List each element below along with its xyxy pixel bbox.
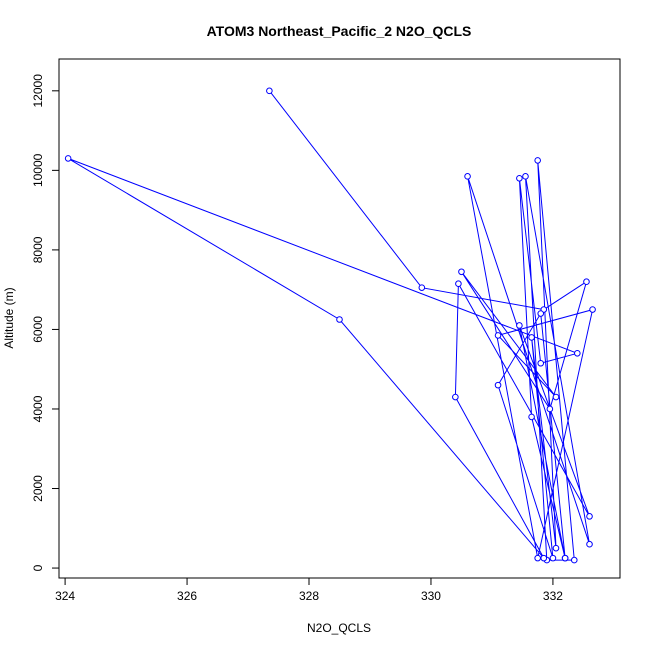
data-point xyxy=(561,554,569,562)
data-point xyxy=(458,268,465,276)
y-tick-label-6: 12000 xyxy=(31,74,45,108)
data-point xyxy=(418,284,426,291)
series-layer xyxy=(64,87,596,564)
data-point xyxy=(522,173,529,180)
data-point xyxy=(534,157,541,164)
series-line-0 xyxy=(67,90,594,561)
data-point xyxy=(494,381,502,389)
data-point xyxy=(528,413,535,421)
data-point xyxy=(336,316,343,323)
data-point xyxy=(586,540,593,548)
x-tick-label-3: 330 xyxy=(421,589,441,603)
data-point xyxy=(464,173,471,180)
data-point xyxy=(549,554,557,562)
y-tick-label-2: 4000 xyxy=(31,395,45,422)
x-tick-label-2: 328 xyxy=(299,589,319,603)
data-point xyxy=(540,554,548,562)
data-point xyxy=(516,322,523,329)
data-point xyxy=(574,349,581,357)
data-point xyxy=(570,556,578,564)
data-point xyxy=(516,175,523,182)
data-point xyxy=(455,280,462,288)
x-tick-label-0: 324 xyxy=(55,589,75,603)
data-point xyxy=(266,87,273,95)
y-tick-label-3: 6000 xyxy=(31,316,45,343)
x-tick-label-1: 326 xyxy=(177,589,197,603)
data-point xyxy=(528,334,535,341)
data-point xyxy=(586,513,593,520)
data-point xyxy=(64,155,72,162)
y-tick-label-4: 8000 xyxy=(31,236,45,263)
data-point xyxy=(552,544,560,552)
x-axis: 324 326 328 330 332 xyxy=(55,577,563,603)
y-axis-label: Altitude (m) xyxy=(2,287,16,348)
data-point xyxy=(537,359,545,367)
y-tick-label-1: 2000 xyxy=(31,475,45,502)
chart-title: ATOM3 Northeast_Pacific_2 N2O_QCLS xyxy=(207,23,472,39)
data-point xyxy=(494,332,502,339)
y-tick-label-5: 10000 xyxy=(31,153,45,187)
data-point xyxy=(583,278,590,286)
data-point xyxy=(552,393,560,401)
data-point xyxy=(537,310,545,317)
x-axis-label: N2O_QCLS xyxy=(307,621,371,635)
y-axis: 0 2000 4000 6000 8000 10000 12000 xyxy=(31,74,60,571)
x-tick-label-4: 332 xyxy=(543,589,563,603)
data-point xyxy=(452,393,459,401)
data-point xyxy=(589,306,596,313)
y-tick-label-0: 0 xyxy=(31,564,45,571)
data-point xyxy=(534,554,541,562)
data-point xyxy=(546,405,554,413)
